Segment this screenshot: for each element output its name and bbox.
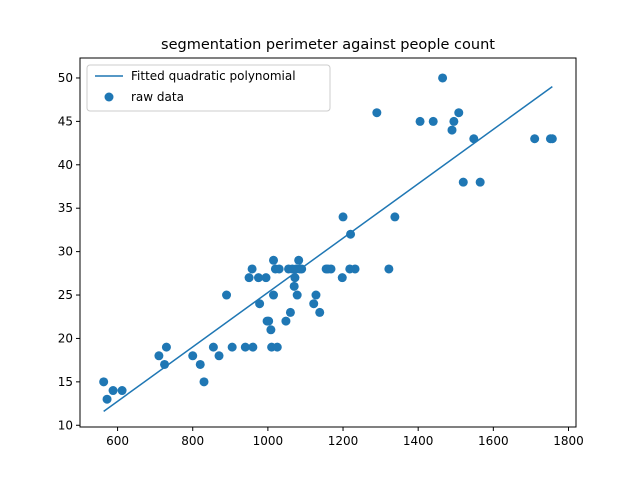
- data-point: [161, 342, 171, 352]
- data-point: [469, 134, 479, 144]
- legend: Fitted quadratic polynomial raw data: [86, 64, 331, 112]
- data-point: [294, 255, 304, 265]
- data-point: [338, 212, 348, 222]
- data-point: [311, 290, 321, 300]
- data-point: [309, 299, 319, 309]
- data-point: [326, 264, 336, 274]
- x-tick-label: 1800: [553, 434, 584, 448]
- data-point: [222, 290, 232, 300]
- data-point: [240, 342, 250, 352]
- data-point: [384, 264, 394, 274]
- data-point: [244, 273, 254, 283]
- x-tick-label: 600: [106, 434, 129, 448]
- data-point: [154, 351, 164, 361]
- data-point: [438, 73, 448, 83]
- data-point: [255, 299, 265, 309]
- data-point: [264, 316, 274, 326]
- y-tick-label: 20: [58, 331, 73, 345]
- data-point: [475, 177, 485, 187]
- data-point: [99, 377, 109, 387]
- data-point: [281, 316, 291, 326]
- legend-box: [86, 64, 331, 112]
- data-point: [247, 264, 257, 274]
- series-layer: [99, 73, 557, 412]
- y-tick-label: 25: [58, 288, 73, 302]
- data-point: [269, 255, 279, 265]
- x-tick-label: 1400: [403, 434, 434, 448]
- y-tick-label: 50: [58, 71, 73, 85]
- y-tick-label: 30: [58, 245, 73, 259]
- data-point: [248, 342, 258, 352]
- y-tick-label: 15: [58, 375, 73, 389]
- data-point: [253, 273, 263, 283]
- data-point: [227, 342, 237, 352]
- y-tick-label: 35: [58, 201, 73, 215]
- data-point: [269, 290, 279, 300]
- y-tick-label: 40: [58, 158, 73, 172]
- data-point: [289, 281, 299, 291]
- data-point: [160, 359, 170, 369]
- legend-label-fit: Fitted quadratic polynomial: [131, 69, 296, 83]
- data-point: [346, 229, 356, 239]
- x-tick-label: 800: [181, 434, 204, 448]
- chart-title: segmentation perimeter against people co…: [161, 37, 495, 53]
- y-axis: 10 15 20 25 30 35 40 45 50: [58, 71, 80, 432]
- data-point: [449, 116, 459, 126]
- data-point: [208, 342, 218, 352]
- y-tick-label: 45: [58, 114, 73, 128]
- data-point: [337, 273, 347, 283]
- data-point: [214, 351, 224, 361]
- legend-marker-swatch: [104, 92, 114, 102]
- data-point: [108, 386, 118, 396]
- x-tick-label: 1200: [328, 434, 359, 448]
- data-point: [547, 134, 557, 144]
- data-point: [372, 108, 382, 118]
- x-tick-label: 1000: [253, 434, 284, 448]
- data-point: [117, 386, 127, 396]
- y-tick-label: 10: [58, 418, 73, 432]
- data-point: [272, 342, 282, 352]
- data-point: [350, 264, 360, 274]
- data-point: [530, 134, 540, 144]
- data-point: [315, 307, 325, 317]
- data-point: [454, 108, 464, 118]
- legend-label-raw: raw data: [131, 90, 184, 104]
- data-point: [390, 212, 400, 222]
- data-point: [261, 273, 271, 283]
- data-point: [188, 351, 198, 361]
- data-point: [195, 359, 205, 369]
- data-point: [428, 116, 438, 126]
- data-point: [102, 394, 112, 404]
- data-point: [290, 273, 300, 283]
- data-point: [274, 264, 284, 274]
- data-point: [447, 125, 457, 135]
- data-point: [292, 290, 302, 300]
- axes-frame: [79, 57, 577, 428]
- data-point: [266, 325, 276, 335]
- data-point: [458, 177, 468, 187]
- x-tick-label: 1600: [478, 434, 509, 448]
- data-point: [297, 264, 307, 274]
- data-point: [415, 116, 425, 126]
- data-point: [199, 377, 209, 387]
- x-axis: 600 800 1000 1200 1400 1600 1800: [106, 427, 584, 448]
- data-point: [285, 307, 295, 317]
